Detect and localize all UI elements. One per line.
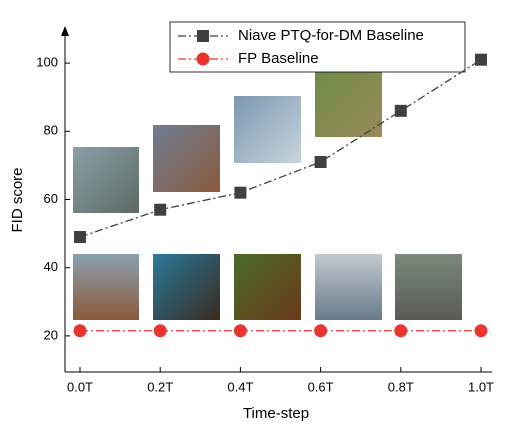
data-point	[314, 324, 328, 338]
x-axis-label: Time-step	[243, 405, 309, 422]
y-tick-label: 40	[44, 259, 58, 274]
sample-image	[234, 96, 301, 163]
legend-label: Niave PTQ-for-DM Baseline	[238, 27, 424, 44]
legend-marker	[196, 52, 210, 66]
legend	[169, 21, 466, 73]
data-point	[394, 324, 408, 338]
y-tick-label: 100	[36, 55, 58, 70]
y-axis-arrow	[61, 26, 69, 36]
sample-image	[73, 147, 139, 213]
y-axis-label: FID score	[9, 167, 26, 232]
legend-marker	[197, 30, 209, 42]
sample-image	[315, 70, 382, 137]
data-point	[234, 186, 247, 199]
data-point	[394, 104, 407, 117]
x-tick-label: 0.2T	[147, 379, 173, 394]
data-point	[74, 231, 86, 244]
y-tick-label: 20	[44, 327, 58, 342]
sample-image	[234, 254, 301, 320]
data-point	[233, 324, 247, 338]
x-tick-label: 1.0T	[468, 379, 494, 394]
x-tick-label: 0.4T	[227, 379, 253, 394]
data-point	[73, 324, 87, 338]
legend-label: FP Baseline	[238, 50, 319, 67]
sample-image	[73, 254, 139, 320]
sample-image	[395, 254, 462, 320]
data-point	[153, 324, 167, 338]
series-line	[79, 59, 482, 238]
y-tick-label: 60	[44, 191, 58, 206]
data-point	[475, 53, 487, 66]
sample-image	[315, 254, 382, 320]
sample-image	[153, 254, 220, 320]
data-point	[474, 324, 488, 338]
x-tick-label: 0.8T	[388, 379, 414, 394]
y-tick-label: 80	[44, 123, 58, 138]
sample-images	[73, 70, 462, 320]
sample-image	[153, 125, 220, 192]
data-point	[314, 155, 327, 168]
data-point	[154, 203, 167, 216]
x-tick-label: 0.6T	[308, 379, 334, 394]
x-tick-label: 0.0T	[67, 379, 93, 394]
